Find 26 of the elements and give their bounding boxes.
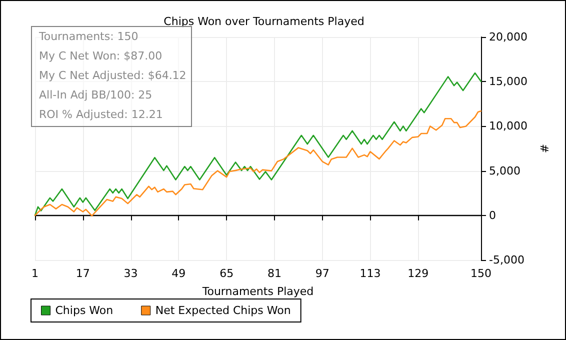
x-tick-label: 81 [267, 267, 282, 280]
y-tick-label: 10,000 [489, 120, 528, 133]
annotation: My C Net Won: $87.00 [39, 50, 162, 62]
x-axis-title: Tournaments Played [201, 285, 314, 298]
x-tick-label: 33 [124, 267, 138, 280]
y-tick-label: 20,000 [489, 30, 528, 44]
annotation: All-In Adj BB/100: 25 [39, 88, 152, 102]
x-tick-label: 65 [220, 267, 234, 280]
x-tick-label: 17 [76, 267, 90, 280]
y-tick-label: -5,000 [489, 254, 524, 266]
x-tick-label: 113 [360, 267, 381, 280]
chart-title: Chips Won over Tournaments Played [164, 15, 364, 28]
x-tick-label: 97 [315, 267, 330, 280]
x-tick-label: 150 [470, 267, 492, 280]
x-tick-label: 1 [32, 267, 38, 280]
y-tick-label: 5,000 [489, 164, 520, 178]
annotation: Tournaments: 150 [38, 30, 138, 43]
legend-label: Chips Won [55, 304, 114, 317]
y-tick-label: 15,000 [489, 75, 528, 88]
x-tick-label: 129 [408, 267, 429, 280]
annotation: ROI % Adjusted: 12.21 [39, 108, 163, 121]
legend-label: Net Expected Chips Won [155, 304, 291, 317]
x-tick-label: 49 [172, 267, 186, 280]
y-tick-label: 0 [489, 208, 496, 222]
y-axis-title: # [537, 144, 550, 154]
annotation: My C Net Adjusted: $64.12 [39, 69, 186, 82]
